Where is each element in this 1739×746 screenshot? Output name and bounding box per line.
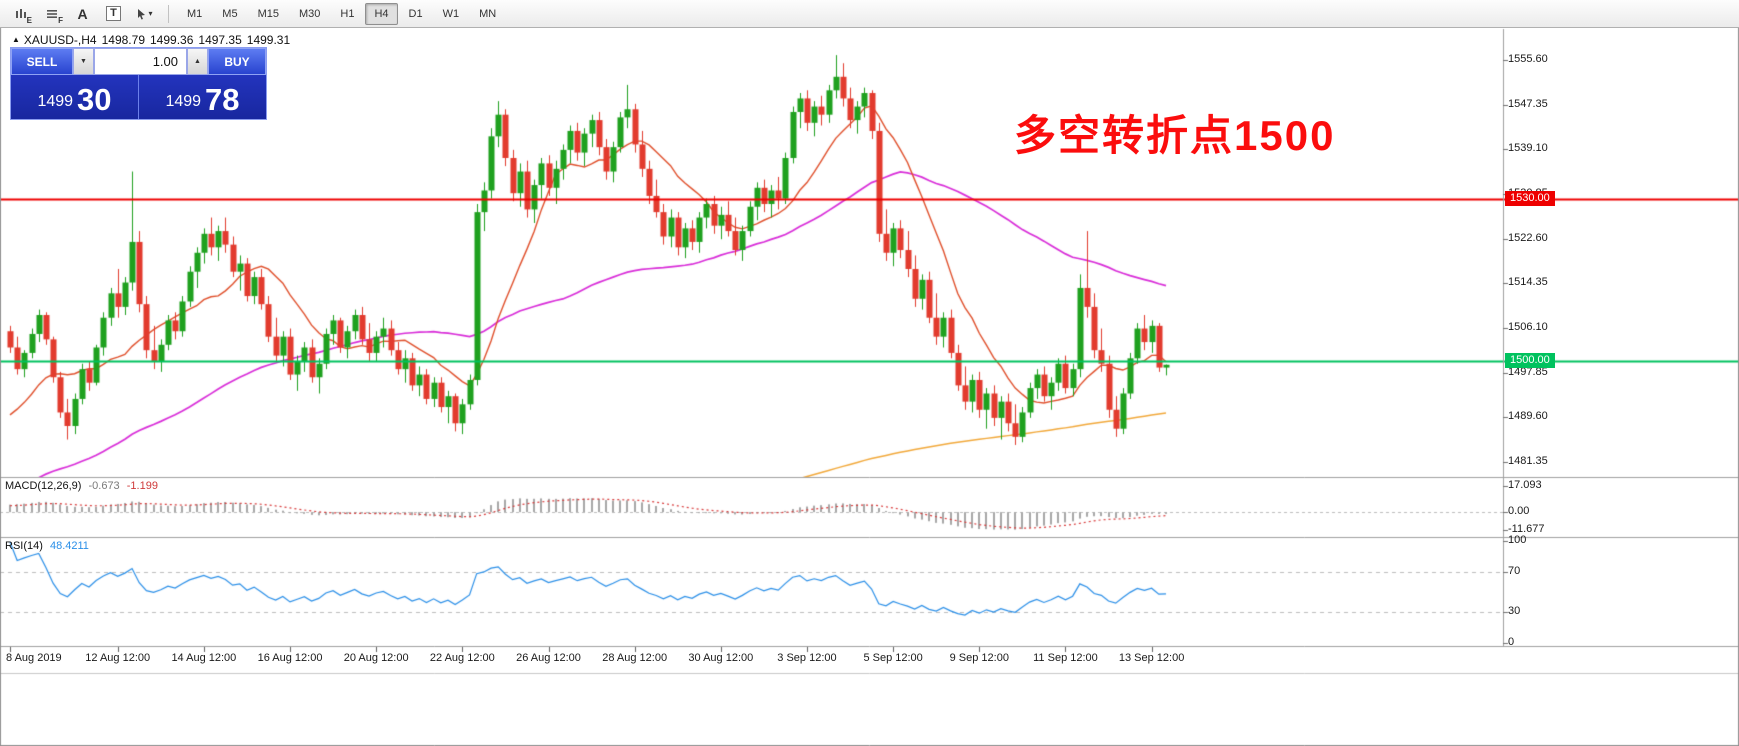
price-axis-label: 1522.60 xyxy=(1508,231,1548,244)
macd-label: MACD(12,26,9) xyxy=(5,480,82,492)
time-axis-label: 13 Sep 12:00 xyxy=(1118,652,1185,664)
rsi-label: RSI(14) xyxy=(5,540,43,552)
sell-price-display: 1499 30 xyxy=(11,75,138,119)
time-axis-label: 28 Aug 12:00 xyxy=(602,652,668,664)
time-axis-label: 8 Aug 2019 xyxy=(6,652,62,664)
price-axis-label: 1506.10 xyxy=(1508,320,1548,333)
ohlc-header: ▲ XAUUSD-,H4 1498.79 1499.36 1497.35 1499.31 xyxy=(12,33,295,47)
timeframe-group: M1 M5 M15 M30 H1 H4 D1 W1 MN xyxy=(178,2,505,25)
hline-price-tag[interactable]: 1530.00 xyxy=(1505,190,1555,206)
macd-header: MACD(12,26,9) -0.673 -1.199 xyxy=(5,480,158,492)
time-axis-label: 16 Aug 12:00 xyxy=(257,652,323,664)
macd-signal-value: -1.199 xyxy=(126,480,158,492)
volume-decrease-button[interactable]: ▼ xyxy=(73,48,94,75)
trade-panel-divider xyxy=(138,75,139,119)
toolbar-separator xyxy=(168,4,169,23)
timeframe-h1[interactable]: H1 xyxy=(340,7,355,20)
timeframe-d1[interactable]: D1 xyxy=(408,7,423,20)
price-axis-label: 1514.35 xyxy=(1508,276,1548,289)
volume-increase-button[interactable]: ▲ xyxy=(187,48,208,75)
macd-scale-label: 17.093 xyxy=(1508,479,1542,491)
timeframe-m30[interactable]: M30 xyxy=(298,7,321,20)
label-tool-icon[interactable]: A xyxy=(77,5,88,22)
price-axis-label: 1539.10 xyxy=(1508,142,1548,155)
bars-chart-icon[interactable]: E xyxy=(6,2,35,26)
time-axis-label: 26 Aug 12:00 xyxy=(516,652,581,664)
ohlc-open: 1498.79 xyxy=(101,33,145,47)
time-axis-label: 9 Sep 12:00 xyxy=(949,652,1009,664)
macd-main-value: -0.673 xyxy=(88,480,120,492)
macd-scale-label: 0.00 xyxy=(1508,505,1530,518)
rsi-value: 48.4211 xyxy=(49,540,89,552)
lines-chart-icon[interactable]: F xyxy=(37,2,66,26)
price-axis-label: 1481.35 xyxy=(1508,454,1548,467)
rsi-scale-label: 100 xyxy=(1508,534,1527,546)
hline-price-tag[interactable]: 1500.00 xyxy=(1505,353,1555,369)
price-axis-label: 1555.60 xyxy=(1508,53,1548,65)
time-axis-label: 22 Aug 12:00 xyxy=(429,652,495,664)
sell-price-pips: 30 xyxy=(77,82,112,117)
timeframe-mn[interactable]: MN xyxy=(479,7,497,20)
toolbar: E F A T ▾ M1 M5 M15 M30 H1 H4 D1 W1 MN xyxy=(0,0,1739,28)
symbol-marker-icon: ▲ xyxy=(12,35,20,44)
time-axis-label: 11 Sep 12:00 xyxy=(1033,652,1098,664)
time-axis-label: 12 Aug 12:00 xyxy=(85,652,151,664)
text-tool-icon[interactable]: T xyxy=(99,2,128,26)
ohlc-high: 1499.36 xyxy=(150,33,194,47)
rsi-scale-label: 0 xyxy=(1508,636,1515,648)
macd-scale-label: -11.677 xyxy=(1508,523,1545,535)
one-click-trade-panel: SELL ▼ ▲ BUY 1499 30 1499 78 xyxy=(10,47,267,120)
ohlc-low: 1497.35 xyxy=(198,33,242,47)
buy-price-main: 1499 xyxy=(165,93,202,110)
time-axis-label: 30 Aug 12:00 xyxy=(688,652,754,664)
timeframe-h4[interactable]: H4 xyxy=(365,2,398,25)
symbol-timeframe: XAUUSD-,H4 xyxy=(23,33,97,47)
time-axis-label: 5 Sep 12:00 xyxy=(863,652,923,664)
sell-button[interactable]: SELL xyxy=(11,48,73,75)
buy-price-display: 1499 78 xyxy=(139,75,266,119)
rsi-scale-label: 70 xyxy=(1508,564,1521,577)
timeframe-m1[interactable]: M1 xyxy=(187,7,203,20)
timeframe-w1[interactable]: W1 xyxy=(442,7,460,20)
timeframe-m15[interactable]: M15 xyxy=(257,7,279,20)
timeframe-m5[interactable]: M5 xyxy=(222,7,238,20)
price-axis-label: 1497.85 xyxy=(1508,365,1548,378)
price-axis-label: 1547.35 xyxy=(1508,97,1548,110)
price-axis-label: 1489.60 xyxy=(1508,410,1548,423)
sell-price-main: 1499 xyxy=(37,93,74,110)
cursor-dropdown-icon[interactable]: ▾ xyxy=(130,2,159,26)
time-axis-label: 14 Aug 12:00 xyxy=(171,652,237,664)
chart-annotation: 多空转折点1500 xyxy=(1014,112,1336,159)
rsi-scale-label: 30 xyxy=(1508,605,1521,618)
buy-button[interactable]: BUY xyxy=(208,48,266,75)
ohlc-close: 1499.31 xyxy=(246,33,291,47)
time-axis-label: 3 Sep 12:00 xyxy=(777,652,837,664)
rsi-header: RSI(14) 48.4211 xyxy=(5,540,89,552)
buy-price-pips: 78 xyxy=(205,82,240,117)
time-axis-label: 20 Aug 12:00 xyxy=(343,652,409,664)
volume-input[interactable] xyxy=(94,48,187,75)
